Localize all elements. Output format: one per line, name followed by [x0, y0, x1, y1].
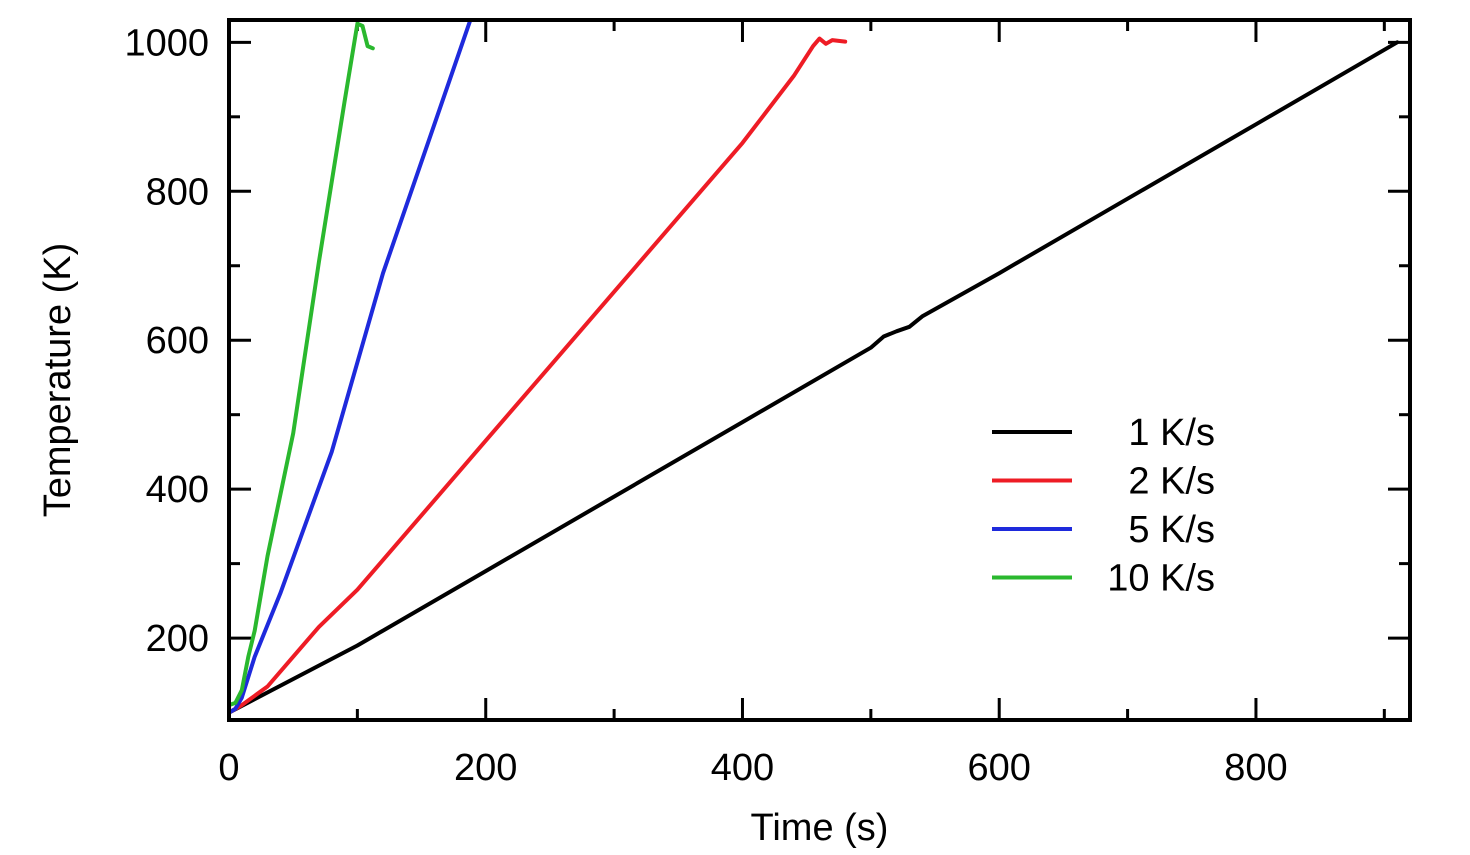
x-tick-label: 200	[454, 747, 517, 789]
y-axis-label: Temperature (K)	[37, 243, 79, 518]
x-tick-label: 0	[218, 747, 239, 789]
y-tick-label: 400	[146, 469, 209, 511]
tick-labels: 0 200 400 600 800 200 400 600 800 1000	[124, 22, 1287, 789]
series-line-4	[229, 21, 375, 708]
series-line-3	[229, 20, 473, 715]
legend-label: 1 K/s	[1128, 412, 1215, 454]
series-lines	[229, 20, 1400, 715]
legend: 1 K/s 2 K/s 5 K/s 10 K/s	[992, 412, 1215, 600]
plot-frame	[227, 18, 1412, 722]
series-line-2	[229, 36, 848, 715]
x-tick-label: 400	[711, 747, 774, 789]
y-tick-label: 600	[146, 320, 209, 362]
legend-label: 2 K/s	[1128, 461, 1215, 503]
x-axis-label: Time (s)	[751, 807, 889, 849]
y-tick-label: 1000	[124, 22, 209, 64]
series-line-1	[229, 40, 1400, 715]
x-tick-label: 800	[1224, 747, 1287, 789]
legend-label: 5 K/s	[1128, 509, 1215, 551]
x-tick-label: 600	[968, 747, 1031, 789]
y-tick-label: 200	[146, 618, 209, 660]
legend-label: 10 K/s	[1107, 558, 1215, 600]
y-tick-label: 800	[146, 171, 209, 213]
